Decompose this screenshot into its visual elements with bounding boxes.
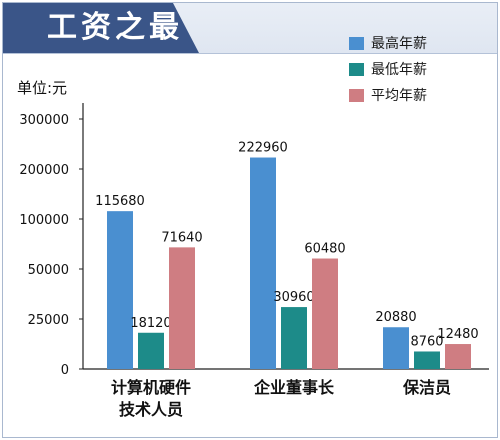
bar (281, 307, 307, 369)
y-axis-unit-label: 单位:元 (17, 79, 68, 97)
y-tick-label: 300000 (19, 113, 69, 128)
title-banner: 工资之最 (3, 3, 497, 54)
chart-title: 工资之最 (47, 10, 183, 45)
data-label: 71640 (161, 230, 202, 245)
bar (107, 211, 133, 369)
bar (138, 332, 164, 369)
data-label: 60480 (304, 242, 345, 257)
data-label: 20880 (375, 310, 416, 325)
legend-label-min: 最低年薪 (371, 62, 427, 78)
data-label: 12480 (437, 327, 478, 342)
title-tab (3, 3, 199, 53)
y-tick-label: 50000 (28, 263, 69, 278)
bar (169, 247, 195, 369)
legend-label-avg: 平均年薪 (371, 88, 427, 104)
y-tick-label: 0 (61, 363, 69, 378)
data-label: 222960 (238, 141, 288, 156)
bar (445, 344, 471, 369)
data-label: 30960 (273, 290, 314, 305)
bar (312, 258, 338, 369)
y-tick-label: 200000 (19, 163, 69, 178)
legend-label-max: 最高年薪 (371, 36, 427, 52)
bar (250, 157, 276, 369)
legend-swatch-avg (349, 89, 364, 102)
data-label: 8760 (410, 334, 443, 349)
category-label: 技术人员 (119, 400, 183, 419)
category-label: 保洁员 (402, 378, 451, 397)
category-label: 企业董事长 (253, 378, 335, 397)
bar-chart: 0 25000 50000 100000 200000 300000 115680 22296… (19, 103, 489, 419)
y-tick-label: 25000 (28, 313, 69, 328)
data-label: 115680 (95, 194, 145, 209)
legend-swatch-max (349, 37, 364, 50)
bar (414, 351, 440, 369)
y-tick-label: 100000 (19, 213, 69, 228)
data-label: 18120 (130, 316, 171, 331)
legend-swatch-min (349, 63, 364, 76)
category-label: 计算机硬件 (111, 378, 191, 397)
bar (383, 327, 409, 369)
